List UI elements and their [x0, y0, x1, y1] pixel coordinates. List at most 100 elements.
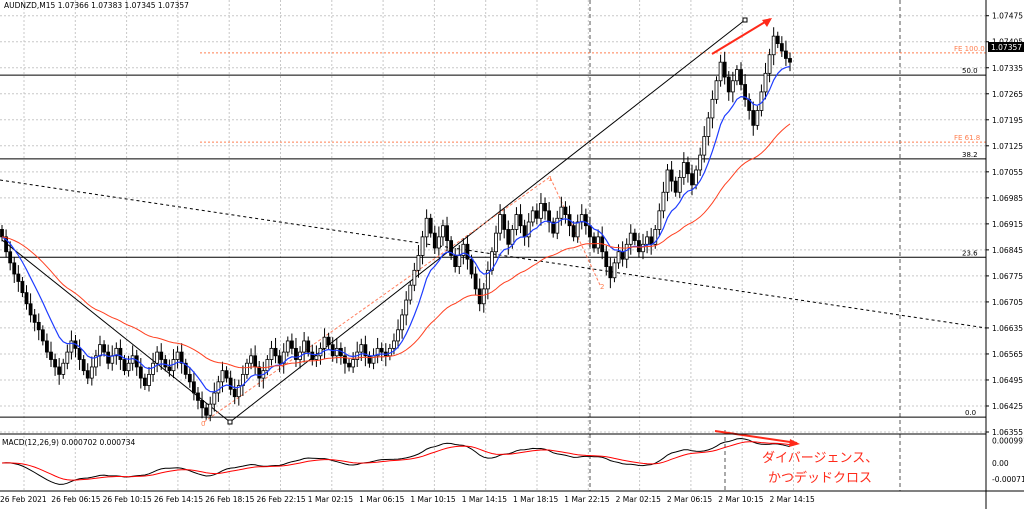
candle-body	[416, 255, 421, 271]
candle-body	[106, 351, 111, 364]
divergence-annotation-line1: ダイバージェンス、	[762, 451, 878, 466]
current-price-label: 1.07357	[991, 43, 1022, 52]
candle-body	[641, 243, 645, 253]
candle-body	[343, 355, 347, 364]
time-tick-label: 26 Feb 22:15	[257, 495, 306, 504]
current-price-badge	[988, 42, 1024, 52]
fast-moving-average	[1, 65, 791, 393]
candle-body	[24, 292, 29, 305]
candle-body	[788, 58, 792, 63]
candle-body	[743, 84, 747, 100]
candle-body	[702, 136, 707, 156]
fe-level-label: FE 100.0	[954, 45, 985, 53]
candle-body	[265, 359, 270, 372]
candle-body	[12, 262, 17, 275]
candle-body	[147, 373, 151, 386]
candle-body	[28, 303, 33, 316]
candle-body	[632, 232, 637, 241]
price-tick-label: 1.06425	[992, 402, 1023, 411]
candle-body	[588, 225, 592, 238]
candle-body	[461, 243, 466, 256]
candle-body	[20, 281, 25, 294]
macd-scale-label: 0.000991	[992, 437, 1024, 446]
fib-level-label: 23.6	[962, 249, 978, 257]
candle-body	[669, 169, 674, 182]
candle-body	[445, 225, 449, 241]
candle-body	[779, 43, 784, 52]
candle-body	[289, 340, 294, 349]
candle-body	[89, 366, 94, 379]
candle-body	[404, 299, 409, 316]
candle-body	[718, 61, 723, 82]
candle-body	[473, 273, 478, 290]
candle-body	[534, 210, 539, 219]
candle-body	[432, 232, 437, 249]
candle-body	[514, 214, 519, 230]
price-tick-label: 1.07475	[992, 12, 1023, 21]
fib-level-label: 0.0	[965, 409, 976, 417]
candle-body	[412, 269, 417, 286]
fib-level-label: 50.0	[962, 67, 978, 75]
candle-body	[204, 407, 209, 416]
candle-body	[187, 373, 192, 383]
candle-body	[118, 347, 123, 360]
candle-body	[751, 110, 756, 126]
candle-body	[212, 392, 217, 405]
candle-body	[8, 251, 13, 264]
time-tick-label: 2 Mar 06:15	[667, 495, 713, 504]
time-tick-label: 26 Feb 2021	[0, 495, 47, 504]
time-tick-label: 1 Mar 14:15	[462, 495, 508, 504]
candle-body	[175, 351, 180, 360]
macd-divergence-arrow	[714, 430, 798, 444]
time-tick-label: 26 Feb 10:15	[103, 495, 152, 504]
candle-body	[543, 203, 547, 212]
time-tick-label: 26 Feb 14:15	[154, 495, 203, 504]
candle-body	[755, 110, 760, 126]
fe-level-label: FE 61.8	[954, 134, 980, 142]
candle-body	[85, 370, 90, 379]
candle-body	[657, 210, 662, 230]
candle-body	[649, 236, 654, 245]
candle-body	[77, 347, 82, 360]
price-tick-label: 1.06985	[992, 194, 1023, 203]
candle-body	[220, 370, 225, 383]
candle-body	[628, 232, 633, 245]
trendline-anchor	[227, 419, 233, 425]
candle-body	[294, 347, 298, 360]
candle-body	[763, 72, 768, 93]
candle-body	[681, 162, 686, 178]
price-tick-label: 1.06495	[992, 376, 1023, 385]
arrow-head	[762, 18, 772, 27]
time-tick-label: 1 Mar 22:15	[564, 495, 610, 504]
fib-level-label: 38.2	[962, 151, 978, 159]
candle-body	[498, 214, 503, 234]
candle-body	[608, 266, 613, 279]
candle-body	[453, 255, 458, 268]
candle-body	[208, 403, 213, 416]
divergence-annotation-line2: かつデッドクロス	[768, 470, 872, 486]
candle-body	[4, 236, 8, 253]
candle-body	[94, 355, 98, 368]
candle-body	[596, 236, 601, 249]
candle-body	[375, 347, 380, 357]
price-divergence-arrow	[711, 18, 771, 55]
candle-body	[698, 154, 703, 171]
candle-body	[69, 340, 74, 353]
candle-body	[98, 344, 102, 357]
candle-body	[420, 236, 425, 256]
candle-body	[457, 255, 462, 268]
price-tick-label: 1.06845	[992, 246, 1023, 255]
candle-body	[110, 355, 115, 364]
candle-body	[526, 221, 531, 238]
candle-body	[559, 206, 564, 219]
candle-body	[518, 214, 523, 227]
candle-body	[392, 340, 396, 349]
candle-body	[224, 370, 229, 379]
time-tick-label: 2 Mar 02:15	[616, 495, 662, 504]
candle-body	[673, 180, 678, 193]
candle-body	[465, 243, 470, 260]
candle-body	[592, 236, 596, 249]
candle-body	[65, 351, 70, 364]
